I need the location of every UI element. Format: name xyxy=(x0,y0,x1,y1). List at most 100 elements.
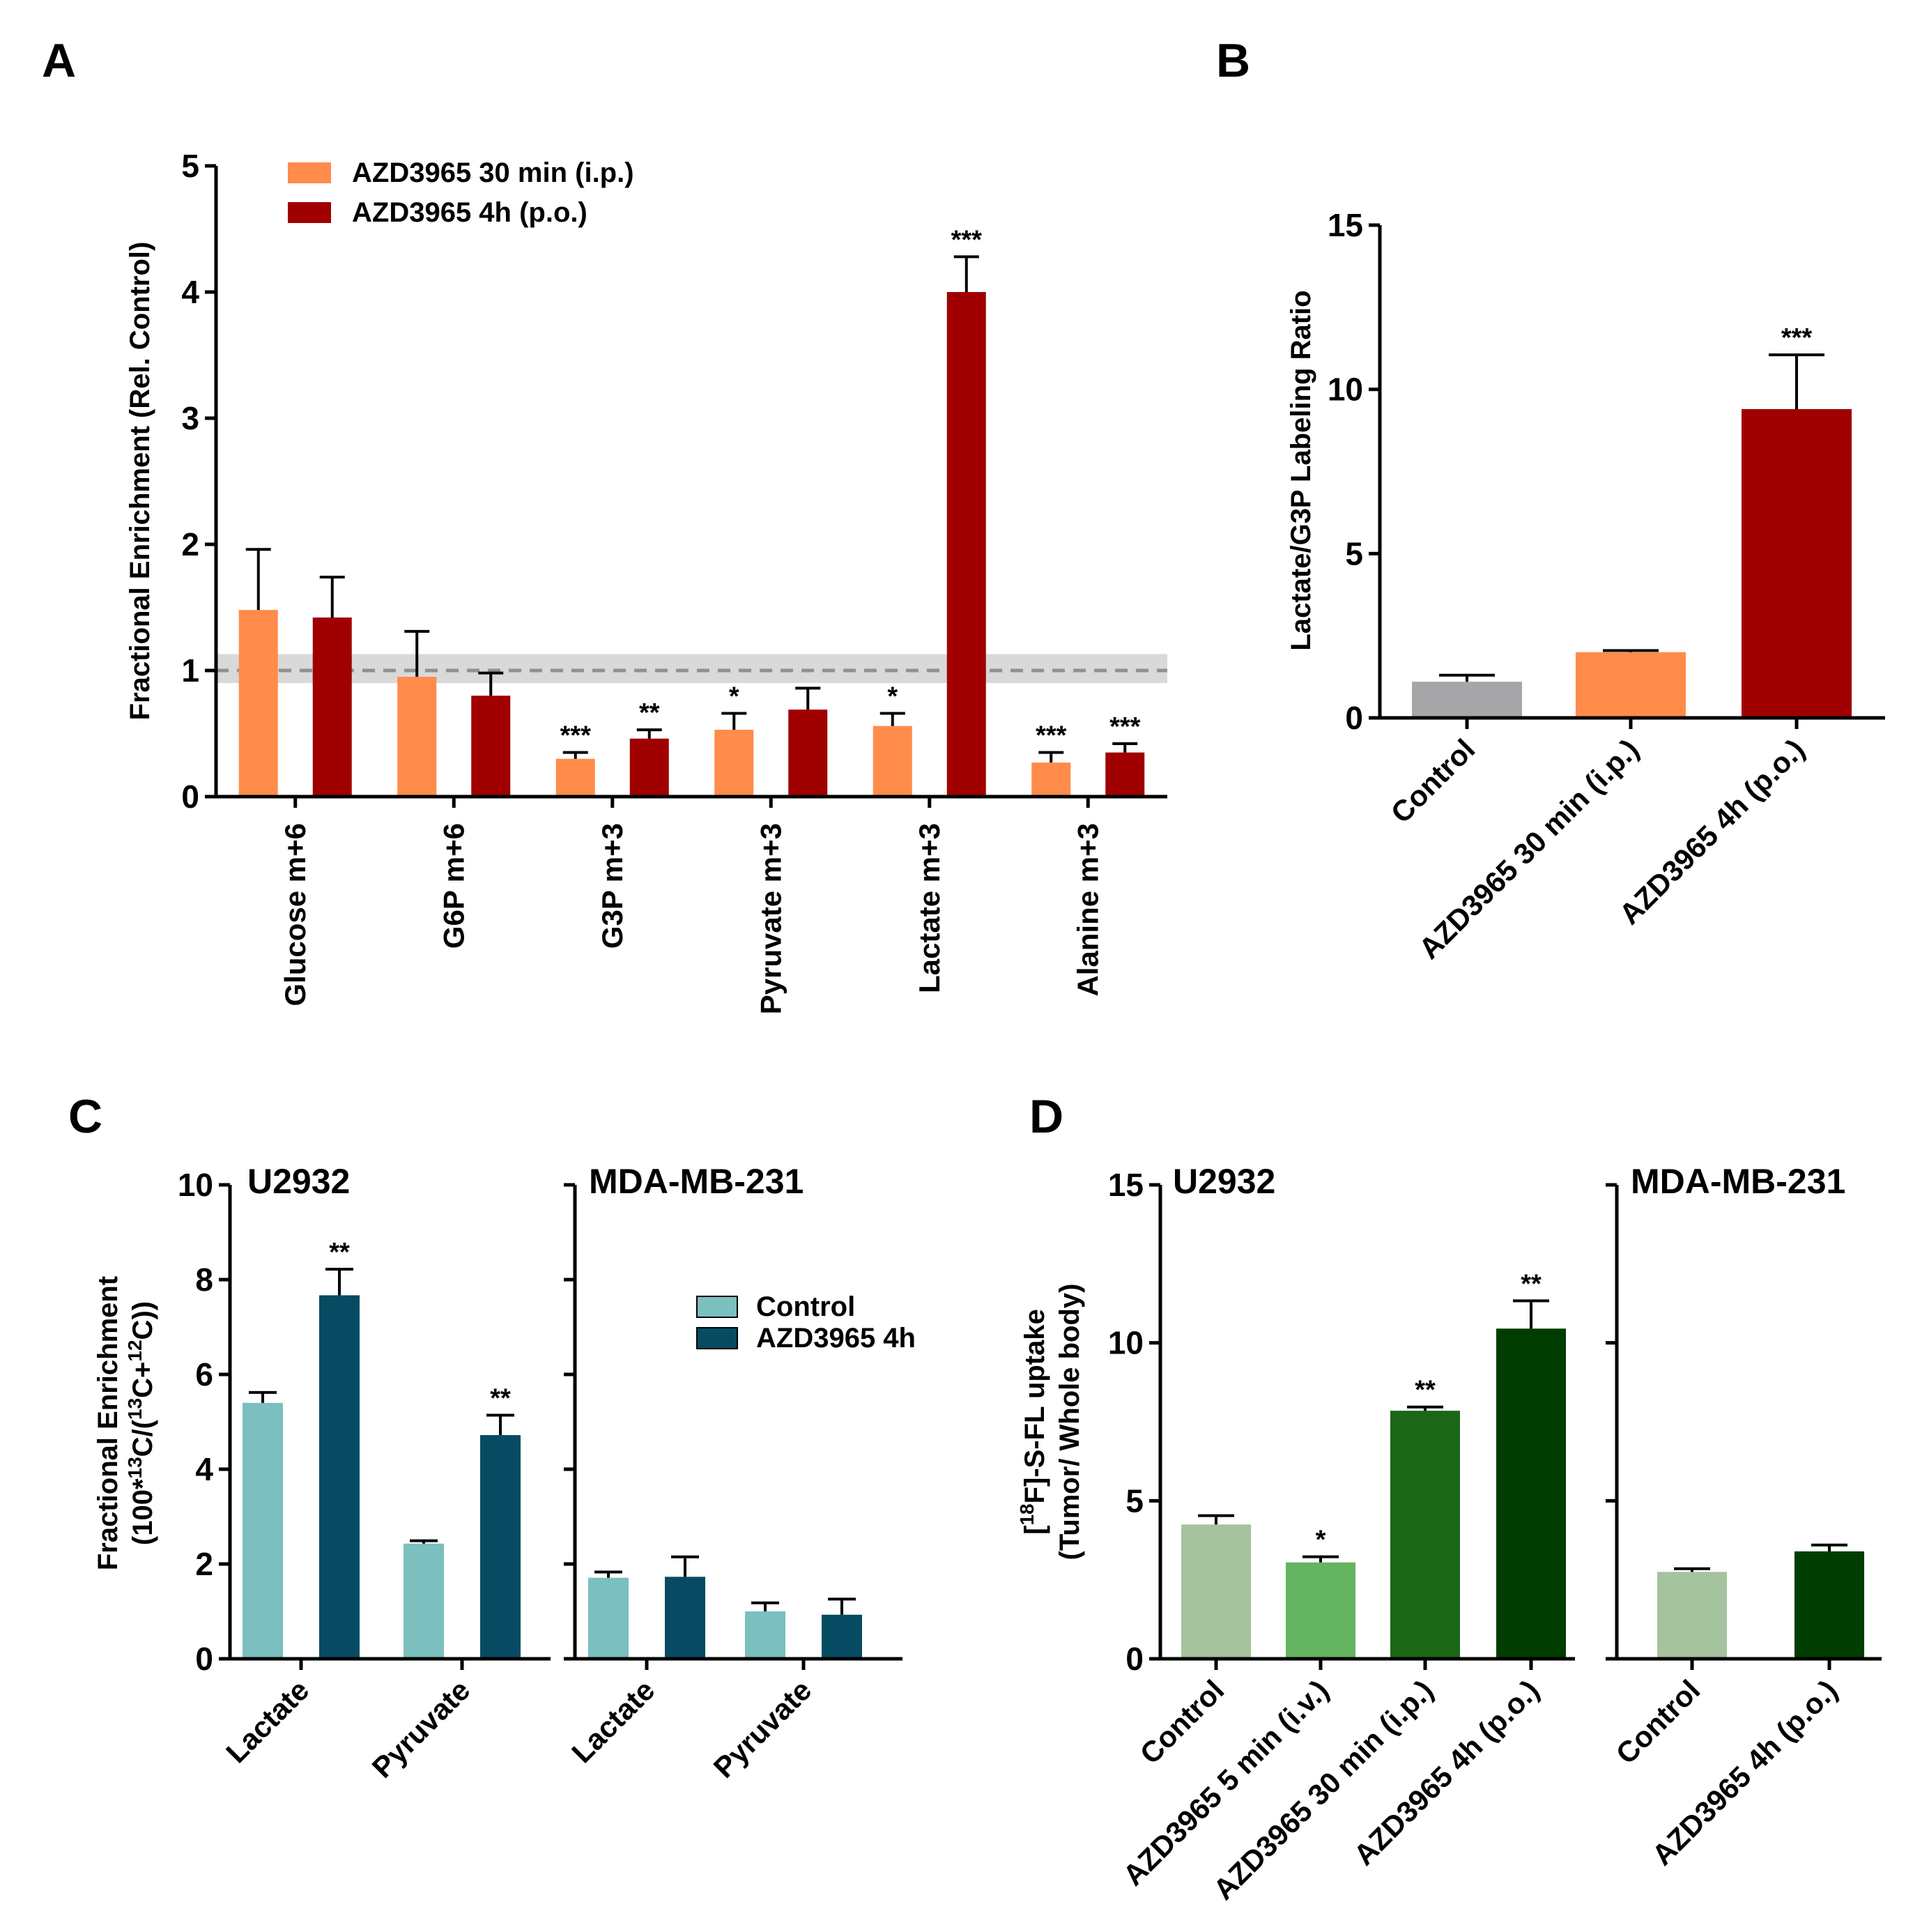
panel-b-y-tick-label: 10 xyxy=(1328,371,1363,408)
panel-c-mda-mb-231-title: MDA-MB-231 xyxy=(589,1162,804,1201)
panel-a-bar-g6p-m-6-ip xyxy=(397,677,437,797)
panel-letter-d: D xyxy=(1029,1090,1063,1143)
panel-a-bar-pyruvate-m-3-po xyxy=(788,710,828,797)
panel-a-category-label: Lactate m+3 xyxy=(913,823,946,993)
panel-c-legend-swatch-control xyxy=(696,1296,738,1318)
panel-a-bar-lactate-m-3-ip-significance: * xyxy=(887,682,898,712)
panel-b-bar-azd3965-4h-p-o xyxy=(1742,408,1852,718)
panel-a-chart: Glucose m+6 G6P m+6*****G3P m+3*Pyruvate … xyxy=(125,148,1167,1014)
panel-c-mda-mb-231-category-label: Lactate xyxy=(565,1673,661,1769)
panel-c-legend-label-control: Control xyxy=(756,1291,855,1322)
panel-a-bar-pyruvate-m-3-ip xyxy=(714,730,754,797)
panel-d-u2932-bar-azd3965-5-min-i-v-significance: * xyxy=(1316,1526,1326,1555)
panel-a-category-label: Pyruvate m+3 xyxy=(754,823,787,1014)
panel-a-y-axis-title: Fractional Enrichment (Rel. Control) xyxy=(125,242,155,721)
panel-d-u2932-category-label: AZD3965 5 min (i.v.) xyxy=(1116,1673,1335,1892)
panel-c-mda-mb-231-bar-lactate-control xyxy=(588,1577,629,1659)
panel-a-bar-lactate-m-3-po xyxy=(946,292,986,797)
panel-a-bar-alanine-m-3-ip xyxy=(1031,762,1071,797)
panel-a-category-label: Alanine m+3 xyxy=(1071,823,1104,997)
panel-c-legend-label-azd3965-4h: AZD3965 4h xyxy=(756,1323,916,1354)
panel-b-y-tick-label: 5 xyxy=(1345,535,1363,572)
panel-d-u2932-y-tick-label: 15 xyxy=(1108,1167,1144,1203)
panel-a-reference-band xyxy=(216,654,1167,684)
panel-letter-c: C xyxy=(68,1090,102,1143)
panel-a-category-label: G3P m+3 xyxy=(596,823,629,949)
panel-a-bar-alanine-m-3-po xyxy=(1105,752,1145,797)
panel-c-mda-mb-231-bar-lactate-treated xyxy=(665,1577,705,1659)
panel-a-y-tick-label: 1 xyxy=(181,652,199,689)
panel-d-mda-mb-231-title: MDA-MB-231 xyxy=(1631,1162,1845,1201)
panel-a-y-tick-label: 5 xyxy=(181,148,199,184)
panel-c-u2932-title: U2932 xyxy=(247,1162,350,1201)
panel-c-u2932-bar-lactate-treated xyxy=(319,1295,360,1659)
panel-a-bar-g6p-m-6-po xyxy=(471,696,511,797)
panel-d-mda-mb-231-category-label: Control xyxy=(1610,1673,1707,1770)
panel-c-chart: ** Lactate ** Pyruvate 0 2 4 6 8 10 U2932 Lactate Py… xyxy=(93,1162,916,1784)
panel-a-legend-label-po: AZD3965 4h (p.o.) xyxy=(352,197,587,228)
panel-c-y-axis-title: Fractional Enrichment xyxy=(93,1276,123,1570)
panel-d-u2932-bar-azd3965-4h-p-o-significance: ** xyxy=(1521,1269,1542,1298)
panel-b-y-tick-label: 15 xyxy=(1328,207,1363,243)
panel-a-y-tick-label: 4 xyxy=(181,274,199,310)
panel-d-u2932-title: U2932 xyxy=(1173,1162,1275,1201)
panel-a-bar-lactate-m-3-ip xyxy=(873,726,912,797)
panel-d-chart: Control * AZD3965 5 min (i.v.) ** AZD3965 30… xyxy=(1016,1162,1882,1906)
panel-c-u2932-y-tick-label: 2 xyxy=(195,1546,213,1582)
panel-a-bar-g3p-m-3-ip xyxy=(555,758,595,797)
panel-c-u2932-bar-pyruvate-treated-significance: ** xyxy=(490,1383,511,1413)
panel-b-category-label: AZD3965 4h (p.o.) xyxy=(1613,733,1811,930)
panel-letter-a: A xyxy=(42,34,76,87)
panel-b-category-label: Control xyxy=(1385,733,1482,829)
panel-c-u2932-y-tick-label: 0 xyxy=(195,1641,213,1677)
panel-a-legend-swatch-ip xyxy=(288,162,331,183)
panel-a-bar-g3p-m-3-po xyxy=(629,738,669,797)
panel-b-y-axis-title: Lactate/G3P Labeling Ratio xyxy=(1286,290,1316,650)
panel-c-mda-mb-231-category-label: Pyruvate xyxy=(707,1673,818,1784)
panel-a-bar-pyruvate-m-3-ip-significance: * xyxy=(729,682,739,712)
panel-d-u2932-bar-azd3965-30-min-i-p-significance: ** xyxy=(1415,1376,1436,1405)
panel-b-bar-azd3965-30-min-i-p xyxy=(1576,652,1686,718)
panel-c-u2932-y-tick-label: 6 xyxy=(195,1356,213,1393)
panel-d-u2932-bar-azd3965-30-min-i-p xyxy=(1390,1411,1460,1659)
panel-a-y-tick-label: 2 xyxy=(181,526,199,562)
panel-a-bar-alanine-m-3-ip-significance: *** xyxy=(1036,721,1067,751)
panel-d-u2932-bar-control xyxy=(1181,1524,1251,1659)
panel-c-u2932-category-label: Pyruvate xyxy=(366,1673,477,1784)
panel-d-u2932-category-label: Control xyxy=(1134,1673,1231,1770)
panel-c-u2932-y-tick-label: 4 xyxy=(195,1451,213,1487)
panel-c-mda-mb-231-bar-pyruvate-treated xyxy=(822,1614,862,1659)
panel-c-u2932-bar-lactate-treated-significance: ** xyxy=(329,1238,350,1267)
panel-d-mda-mb-231-bar-control xyxy=(1657,1572,1727,1659)
panel-d-u2932-y-tick-label: 0 xyxy=(1125,1641,1144,1677)
panel-b-y-tick-label: 0 xyxy=(1345,700,1363,736)
panel-a-bar-glucose-m-6-po xyxy=(312,617,352,797)
panel-a-bar-g3p-m-3-ip-significance: *** xyxy=(560,721,592,751)
panel-a-category-label: Glucose m+6 xyxy=(279,823,312,1006)
panel-d-u2932-bar-azd3965-5-min-i-v xyxy=(1286,1562,1355,1659)
panel-a-y-tick-label: 3 xyxy=(181,400,199,436)
panel-d-u2932-y-tick-label: 10 xyxy=(1108,1325,1144,1361)
panel-d-y-axis-title-sub: (Tumor/ Whole body) xyxy=(1054,1284,1085,1561)
panel-c-mda-mb-231-bar-pyruvate-control xyxy=(745,1611,785,1659)
panel-c-u2932-y-tick-label: 10 xyxy=(178,1167,213,1203)
panel-c-legend-swatch-azd3965-4h xyxy=(696,1327,738,1349)
panel-c-u2932-y-tick-label: 8 xyxy=(195,1262,213,1298)
panel-c-u2932-bar-pyruvate-control xyxy=(404,1543,444,1659)
panel-b-bar-azd3965-4h-p-o-significance: *** xyxy=(1781,323,1813,353)
panel-c-y-axis-title-formula: (100*13C/(13C+12C)) xyxy=(124,1301,159,1545)
panel-c-u2932-bar-pyruvate-treated xyxy=(480,1435,521,1659)
panel-d-mda-mb-231-bar-azd3965-4h-p-o xyxy=(1794,1551,1864,1659)
panel-d-u2932-category-label: AZD3965 4h (p.o.) xyxy=(1347,1673,1545,1871)
panel-a-legend-swatch-po xyxy=(288,202,331,223)
panel-c-u2932-category-label: Lactate xyxy=(220,1673,315,1769)
panel-c-u2932-bar-lactate-control xyxy=(243,1402,283,1659)
panel-a-category-label: G6P m+6 xyxy=(437,823,470,949)
panel-a-bar-lactate-m-3-po-significance: *** xyxy=(951,225,983,254)
panel-letter-b: B xyxy=(1216,34,1250,87)
panel-a-y-tick-label: 0 xyxy=(181,779,199,815)
panel-d-y-axis-title: [18F]-S-FL uptake xyxy=(1016,1309,1051,1535)
panel-d-u2932-bar-azd3965-4h-p-o xyxy=(1496,1328,1566,1659)
